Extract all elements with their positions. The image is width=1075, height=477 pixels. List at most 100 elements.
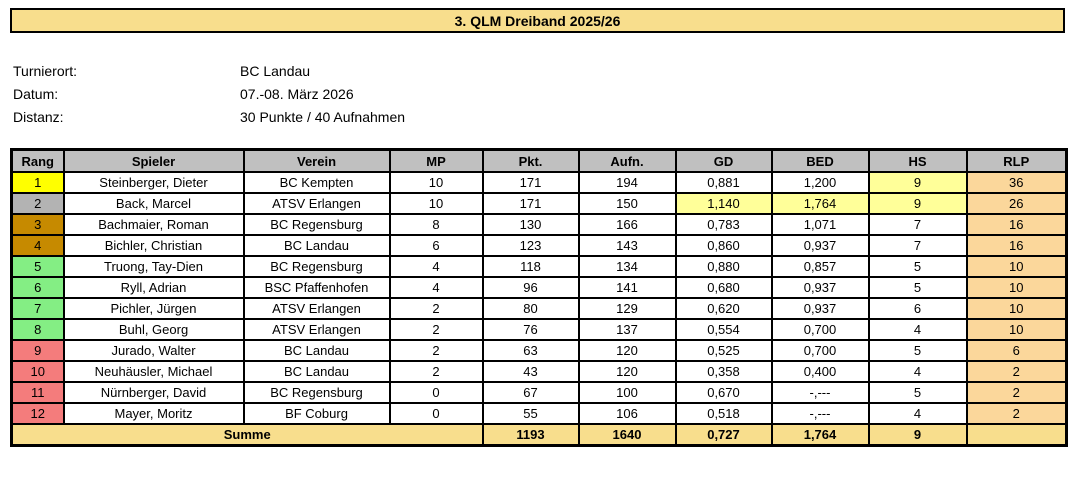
table-row: 10 Neuhäusler, Michael BC Landau 2 43 120 0,35… xyxy=(10,360,1068,383)
club-name: BC Regensburg xyxy=(242,213,391,236)
aufn-value: 120 xyxy=(577,339,677,362)
rank-cell: 1 xyxy=(10,171,65,194)
table-row: 12 Mayer, Moritz BF Coburg 0 55 106 0,518 -,---… xyxy=(10,402,1068,425)
summe-rlp xyxy=(965,423,1068,447)
summe-aufn: 1640 xyxy=(577,423,677,447)
rlp-value: 36 xyxy=(965,171,1068,194)
player-name: Back, Marcel xyxy=(62,192,245,215)
pkt-value: 118 xyxy=(481,255,580,278)
header-row: Rang Spieler Verein MP Pkt. Aufn. GD BED HS RLP xyxy=(10,148,1068,173)
summe-bed: 1,764 xyxy=(770,423,870,447)
rank-cell: 3 xyxy=(10,213,65,236)
bed-value: 0,700 xyxy=(770,339,870,362)
summe-row: Summe 1193 1640 0,727 1,764 9 xyxy=(10,423,1068,447)
bed-value: 1,200 xyxy=(770,171,870,194)
table-row: 2 Back, Marcel ATSV Erlangen 10 171 150 1,140 1… xyxy=(10,192,1068,215)
club-name: ATSV Erlangen xyxy=(242,192,391,215)
table-row: 7 Pichler, Jürgen ATSV Erlangen 2 80 129 0,620… xyxy=(10,297,1068,320)
mp-value: 4 xyxy=(388,276,484,299)
table-row: 5 Truong, Tay-Dien BC Regensburg 4 118 134 0,8… xyxy=(10,255,1068,278)
hs-value: 4 xyxy=(867,360,968,383)
rlp-value: 10 xyxy=(965,255,1068,278)
gd-value: 0,554 xyxy=(674,318,773,341)
mp-value: 10 xyxy=(388,192,484,215)
mp-value: 4 xyxy=(388,255,484,278)
results-table: Rang Spieler Verein MP Pkt. Aufn. GD BED HS RLP 1… xyxy=(10,148,1068,447)
bed-value: 0,937 xyxy=(770,234,870,257)
player-name: Pichler, Jürgen xyxy=(62,297,245,320)
player-name: Nürnberger, David xyxy=(62,381,245,404)
table-row: 3 Bachmaier, Roman BC Regensburg 8 130 166 0,7… xyxy=(10,213,1068,236)
info-value: 07.-08. März 2026 xyxy=(240,85,354,102)
info-row-2: Distanz: 30 Punkte / 40 Aufnahmen xyxy=(13,105,405,128)
aufn-value: 120 xyxy=(577,360,677,383)
summe-hs: 9 xyxy=(867,423,968,447)
rank-cell: 6 xyxy=(10,276,65,299)
column-header-aufn: Aufn. xyxy=(577,148,677,173)
pkt-value: 76 xyxy=(481,318,580,341)
bed-value: 0,937 xyxy=(770,276,870,299)
hs-value: 7 xyxy=(867,234,968,257)
hs-value: 5 xyxy=(867,381,968,404)
pkt-value: 171 xyxy=(481,171,580,194)
gd-value: 0,620 xyxy=(674,297,773,320)
aufn-value: 194 xyxy=(577,171,677,194)
club-name: BC Kempten xyxy=(242,171,391,194)
club-name: BSC Pfaffenhofen xyxy=(242,276,391,299)
gd-value: 0,783 xyxy=(674,213,773,236)
pkt-value: 67 xyxy=(481,381,580,404)
mp-value: 2 xyxy=(388,297,484,320)
info-row-0: Turnierort: BC Landau xyxy=(13,59,405,82)
bed-value: 1,071 xyxy=(770,213,870,236)
mp-value: 0 xyxy=(388,402,484,425)
column-header-rlp: RLP xyxy=(965,148,1068,173)
club-name: ATSV Erlangen xyxy=(242,318,391,341)
rank-cell: 10 xyxy=(10,360,65,383)
summe-gd: 0,727 xyxy=(674,423,773,447)
aufn-value: 137 xyxy=(577,318,677,341)
hs-value: 5 xyxy=(867,255,968,278)
info-label: Turnierort: xyxy=(13,62,78,79)
gd-value: 0,670 xyxy=(674,381,773,404)
rank-cell: 8 xyxy=(10,318,65,341)
column-header-bed: BED xyxy=(770,148,870,173)
pkt-value: 43 xyxy=(481,360,580,383)
table-row: 6 Ryll, Adrian BSC Pfaffenhofen 4 96 141 0,680… xyxy=(10,276,1068,299)
summe-pkt: 1193 xyxy=(481,423,580,447)
table-row: 4 Bichler, Christian BC Landau 6 123 143 0,860… xyxy=(10,234,1068,257)
rank-cell: 7 xyxy=(10,297,65,320)
rlp-value: 10 xyxy=(965,297,1068,320)
rlp-value: 6 xyxy=(965,339,1068,362)
aufn-value: 134 xyxy=(577,255,677,278)
hs-value: 5 xyxy=(867,339,968,362)
hs-value: 5 xyxy=(867,276,968,299)
player-name: Ryll, Adrian xyxy=(62,276,245,299)
pkt-value: 123 xyxy=(481,234,580,257)
pkt-value: 171 xyxy=(481,192,580,215)
club-name: BC Regensburg xyxy=(242,255,391,278)
gd-value: 0,860 xyxy=(674,234,773,257)
gd-value: 0,525 xyxy=(674,339,773,362)
hs-value: 4 xyxy=(867,402,968,425)
column-header-verein: Verein xyxy=(242,148,391,173)
mp-value: 2 xyxy=(388,318,484,341)
hs-value: 6 xyxy=(867,297,968,320)
rlp-value: 10 xyxy=(965,318,1068,341)
player-name: Jurado, Walter xyxy=(62,339,245,362)
table-row: 11 Nürnberger, David BC Regensburg 0 67 100 0,… xyxy=(10,381,1068,404)
title-bar: 3. QLM Dreiband 2025/26 xyxy=(10,8,1065,33)
rlp-value: 2 xyxy=(965,402,1068,425)
rank-cell: 12 xyxy=(10,402,65,425)
hs-value: 7 xyxy=(867,213,968,236)
rlp-value: 16 xyxy=(965,213,1068,236)
info-label: Distanz: xyxy=(13,108,64,125)
table-row: 8 Buhl, Georg ATSV Erlangen 2 76 137 0,554 0,70… xyxy=(10,318,1068,341)
column-header-spieler: Spieler xyxy=(62,148,245,173)
aufn-value: 141 xyxy=(577,276,677,299)
info-value: 30 Punkte / 40 Aufnahmen xyxy=(240,108,406,125)
mp-value: 8 xyxy=(388,213,484,236)
bed-value: -,--- xyxy=(770,402,870,425)
hs-value: 9 xyxy=(867,192,968,215)
pkt-value: 96 xyxy=(481,276,580,299)
column-header-mp: MP xyxy=(388,148,484,173)
